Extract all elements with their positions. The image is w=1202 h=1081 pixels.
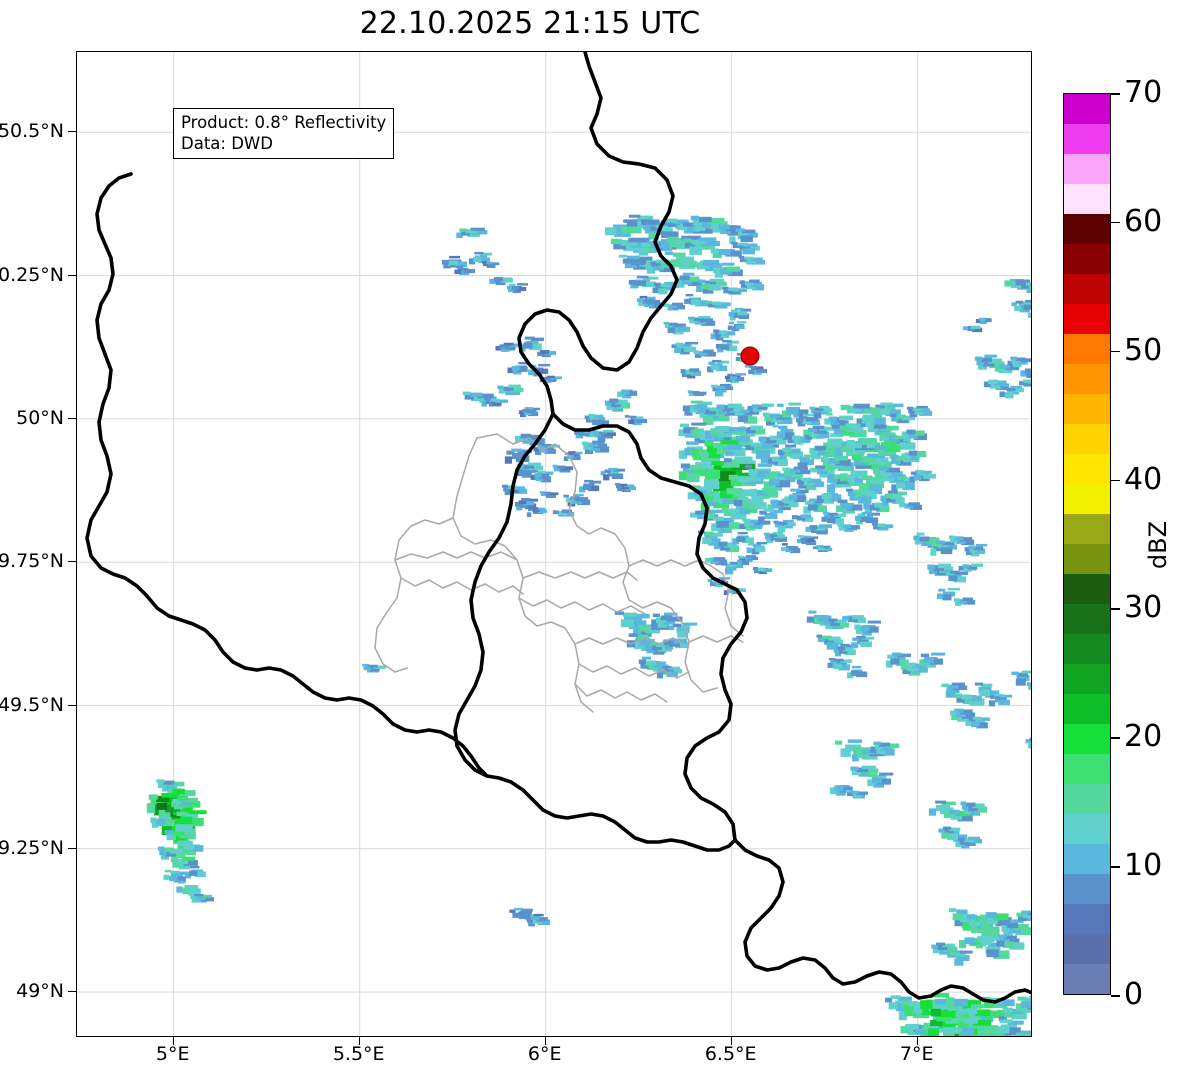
colorbar-band: [1064, 454, 1110, 484]
lon-tick-label: 7°E: [899, 1043, 934, 1065]
colorbar-band: [1064, 334, 1110, 364]
colorbar-band: [1064, 544, 1110, 574]
lon-tick-mark: [172, 1037, 174, 1045]
colorbar-tick-label: 60: [1124, 203, 1163, 239]
lat-tick-label: 50.25°N: [0, 263, 64, 286]
lat-tick-mark: [68, 847, 76, 849]
lat-tick-label: 50.5°N: [0, 120, 64, 143]
colorbar-band: [1064, 394, 1110, 424]
colorbar-band: [1064, 784, 1110, 814]
colorbar-tick-mark: [1111, 93, 1120, 95]
colorbar-tick-label: 50: [1124, 332, 1163, 368]
data-line: Data: DWD: [181, 134, 273, 154]
colorbar-band: [1064, 754, 1110, 784]
colorbar-band: [1064, 574, 1110, 604]
lat-tick-mark: [68, 131, 76, 133]
radar-site-marker[interactable]: [740, 346, 760, 366]
colorbar-band: [1064, 724, 1110, 754]
lon-tick-label: 5°E: [155, 1043, 190, 1065]
colorbar-band: [1064, 514, 1110, 544]
colorbar-band: [1064, 274, 1110, 304]
colorbar-band: [1064, 184, 1110, 214]
colorbar-band: [1064, 664, 1110, 694]
lon-tick-mark: [544, 1037, 546, 1045]
colorbar-band: [1064, 904, 1110, 934]
colorbar-band: [1064, 214, 1110, 244]
colorbar-tick-label: 20: [1124, 719, 1163, 755]
product-info-box: Product: 0.8° Reflectivity Data: DWD: [173, 108, 395, 160]
colorbar[interactable]: [1063, 93, 1111, 995]
colorbar-band: [1064, 634, 1110, 664]
lon-tick-mark: [358, 1037, 360, 1045]
map-graphics: [77, 52, 1031, 1036]
colorbar-band: [1064, 604, 1110, 634]
colorbar-band: [1064, 304, 1110, 334]
colorbar-title: dBZ: [1144, 520, 1172, 570]
map-plot-area[interactable]: Product: 0.8° Reflectivity Data: DWD: [76, 51, 1032, 1037]
colorbar-band: [1064, 244, 1110, 274]
lat-tick-label: 50°N: [16, 406, 64, 429]
lat-tick-mark: [68, 704, 76, 706]
colorbar-band: [1064, 964, 1110, 994]
colorbar-band: [1064, 124, 1110, 154]
grid-lines: [77, 52, 1031, 1036]
colorbar-tick-label: 0: [1124, 976, 1144, 1012]
colorbar-tick-mark: [1111, 995, 1120, 997]
lon-tick-label: 6.5°E: [704, 1043, 757, 1065]
lon-tick-mark: [916, 1037, 918, 1045]
lat-tick-mark: [68, 274, 76, 276]
colorbar-tick-label: 70: [1124, 74, 1163, 110]
lat-tick-label: 49.5°N: [0, 693, 64, 716]
lat-tick-label: 49.75°N: [0, 550, 64, 573]
colorbar-band: [1064, 694, 1110, 724]
national-borders: [85, 52, 1031, 1004]
colorbar-tick-label: 40: [1124, 461, 1163, 497]
colorbar-band: [1064, 94, 1110, 124]
lat-tick-label: 49.25°N: [0, 836, 64, 859]
page-title: 22.10.2025 21:15 UTC: [359, 6, 701, 41]
lon-tick-label: 6°E: [527, 1043, 562, 1065]
lat-tick-mark: [68, 991, 76, 993]
colorbar-tick-mark: [1111, 866, 1120, 868]
product-line: Product: 0.8° Reflectivity: [181, 113, 387, 132]
radar-echo-layer: [146, 214, 1031, 1036]
lat-tick-label: 49°N: [16, 980, 64, 1003]
colorbar-tick-mark: [1111, 221, 1120, 224]
lat-tick-mark: [68, 417, 76, 419]
colorbar-band: [1064, 364, 1110, 394]
colorbar-tick-mark: [1111, 608, 1120, 611]
colorbar-tick-label: 10: [1124, 847, 1163, 883]
colorbar-band: [1064, 934, 1110, 964]
map-clip: [77, 52, 1031, 1036]
colorbar-tick-mark: [1111, 737, 1120, 739]
lat-tick-mark: [68, 561, 76, 563]
colorbar-band: [1064, 484, 1110, 514]
colorbar-band: [1064, 874, 1110, 904]
lon-tick-mark: [730, 1037, 732, 1045]
colorbar-tick-label: 30: [1124, 590, 1163, 626]
colorbar-band: [1064, 154, 1110, 184]
colorbar-tick-mark: [1111, 479, 1120, 482]
colorbar-band: [1064, 424, 1110, 454]
colorbar-tick-mark: [1111, 350, 1120, 353]
internal-boundaries: [374, 433, 744, 713]
colorbar-band: [1064, 844, 1110, 874]
lon-tick-label: 5.5°E: [332, 1043, 385, 1065]
colorbar-band: [1064, 814, 1110, 844]
